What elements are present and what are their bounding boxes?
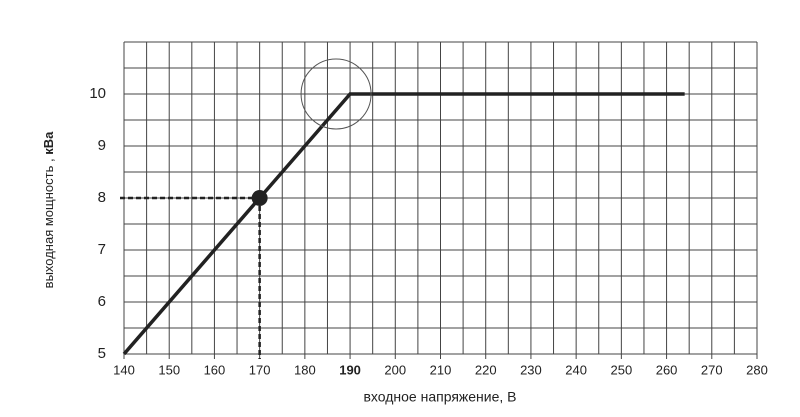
x-tick-label: 230 [520, 362, 542, 377]
x-tick-label: 170 [249, 362, 271, 377]
x-tick-label: 260 [656, 362, 678, 377]
y-axis-label: выходная мощность , кВа [41, 131, 56, 288]
line [122, 92, 685, 356]
x-tick-label: 150 [158, 362, 180, 377]
y-tick-label: 7 [98, 241, 106, 258]
x-tick-label: 140 [113, 362, 135, 377]
x-tick-label: 220 [475, 362, 497, 377]
point [251, 190, 268, 206]
highlight-circle [300, 58, 372, 130]
y-tick-label: 8 [98, 189, 106, 206]
x-tick-label: 160 [204, 362, 226, 377]
y-axis-label-text: выходная мощность , [41, 158, 56, 288]
x-axis-label: входное напряжение, В [363, 389, 516, 405]
y-tick-label: 5 [98, 345, 106, 362]
y-tick-label: 10 [89, 85, 106, 102]
x-tick-label: 270 [701, 362, 723, 377]
x-tick-label: 190 [339, 362, 361, 377]
x-tick-label: 210 [430, 362, 452, 377]
x-tick-label: 280 [746, 362, 768, 377]
y-axis-unit: кВа [41, 131, 56, 155]
y-tick-label: 6 [98, 293, 106, 310]
x-tick-label: 250 [611, 362, 633, 377]
x-tick-label: 180 [294, 362, 316, 377]
x-tick-label: 240 [565, 362, 587, 377]
y-tick-label: 9 [98, 137, 106, 154]
x-tick-label: 200 [384, 362, 406, 377]
